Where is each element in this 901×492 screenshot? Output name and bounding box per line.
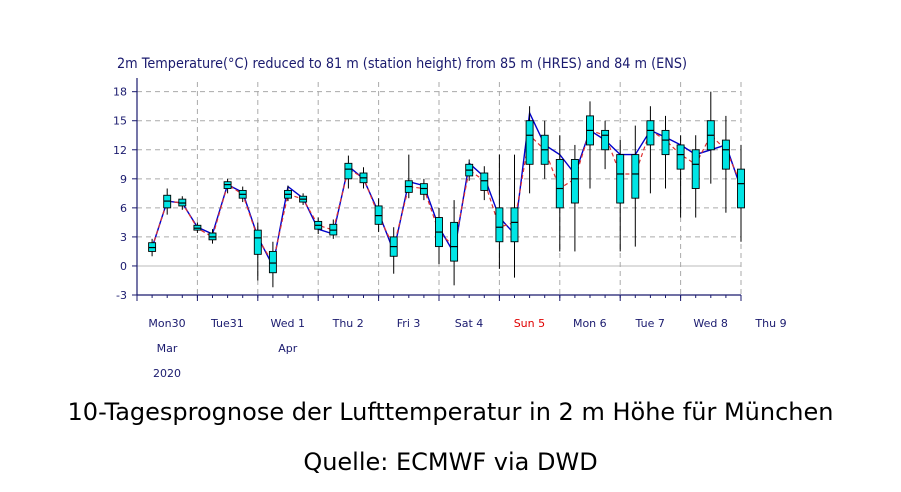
caption-title: 10-Tagesprognose der Lufttemperatur in 2… bbox=[67, 398, 834, 426]
ensemble-box bbox=[284, 185, 292, 202]
ensemble-box bbox=[646, 106, 655, 194]
ensemble-box bbox=[404, 154, 413, 199]
box-iqr bbox=[691, 149, 700, 189]
ensemble-box bbox=[193, 222, 202, 234]
axes: -3 0 3 6 9 12 15 18 Mon30 Mar 2020 Tue31 Wed 1 Apr Thu… bbox=[113, 78, 787, 380]
y-tick-label: 9 bbox=[120, 173, 127, 186]
ensemble-box bbox=[253, 222, 262, 281]
ensemble-box bbox=[510, 154, 519, 278]
ensemble-box bbox=[178, 196, 187, 210]
x-tick-label: Mar bbox=[157, 342, 178, 355]
ens-median-series bbox=[151, 129, 742, 265]
ensemble-box bbox=[299, 193, 308, 205]
box-iqr bbox=[268, 250, 277, 274]
y-tick-label: 0 bbox=[120, 260, 127, 273]
x-tick-label: Sun 5 bbox=[514, 317, 545, 330]
ensemble-box bbox=[465, 159, 474, 181]
ensemble-box bbox=[208, 229, 217, 244]
box-iqr bbox=[737, 168, 745, 209]
x-tick-label: Sat 4 bbox=[455, 317, 484, 330]
box-iqr bbox=[631, 154, 640, 199]
x-tick-label: Tue31 bbox=[210, 317, 244, 330]
caption-source: Quelle: ECMWF via DWD bbox=[303, 448, 598, 476]
box-iqr bbox=[510, 207, 519, 243]
ensemble-boxes bbox=[148, 91, 745, 288]
x-tick-label: Wed 1 bbox=[271, 317, 305, 330]
box-iqr bbox=[480, 172, 489, 191]
ensemble-box bbox=[238, 186, 247, 203]
box-iqr bbox=[570, 159, 579, 204]
ensemble-box bbox=[601, 120, 610, 170]
ensemble-box bbox=[223, 178, 232, 194]
box-iqr bbox=[253, 229, 262, 255]
ensemble-box bbox=[495, 154, 504, 269]
box-iqr bbox=[721, 139, 730, 170]
ensemble-box bbox=[314, 217, 323, 235]
y-tick-label: -3 bbox=[116, 289, 127, 302]
box-iqr bbox=[495, 207, 504, 243]
ensemble-box bbox=[419, 178, 428, 201]
ensemble-box bbox=[570, 144, 579, 252]
ensemble-box bbox=[706, 91, 715, 184]
y-tick-label: 6 bbox=[120, 202, 127, 215]
ensemble-box bbox=[676, 135, 685, 218]
box-iqr bbox=[616, 154, 625, 204]
x-tick-label: Mon30 bbox=[148, 317, 185, 330]
ensemble-box bbox=[661, 115, 670, 189]
x-tick-label: Mon 6 bbox=[573, 317, 607, 330]
x-tick-label: Thu 9 bbox=[754, 317, 786, 330]
ensemble-box bbox=[631, 125, 640, 247]
x-tick-label: 2020 bbox=[153, 367, 181, 380]
ensemble-box bbox=[691, 135, 700, 218]
y-tick-label: 12 bbox=[113, 144, 127, 157]
ensemble-box bbox=[435, 207, 443, 265]
y-tick-label: 15 bbox=[113, 115, 127, 128]
x-tick-label: Tue 7 bbox=[635, 317, 665, 330]
box-iqr bbox=[646, 120, 655, 146]
ensemble-box bbox=[616, 140, 625, 252]
box-iqr bbox=[344, 162, 353, 180]
box-iqr bbox=[661, 129, 670, 156]
ensemble-box bbox=[374, 198, 383, 233]
ens-median-line bbox=[151, 129, 742, 265]
forecast-chart: 2m Temperature(°C) reduced to 81 m (stat… bbox=[113, 56, 787, 380]
ensemble-box bbox=[480, 166, 489, 201]
ensemble-box bbox=[586, 101, 594, 189]
y-tick-label: 18 bbox=[113, 86, 127, 99]
ensemble-box bbox=[163, 188, 172, 215]
x-tick-label: Wed 8 bbox=[693, 317, 727, 330]
ensemble-box bbox=[148, 238, 157, 257]
x-tick-label: Thu 2 bbox=[332, 317, 364, 330]
x-tick-label: Fri 3 bbox=[397, 317, 421, 330]
x-tick-label: Apr bbox=[278, 342, 298, 355]
ensemble-box bbox=[540, 120, 549, 179]
chart-title: 2m Temperature(°C) reduced to 81 m (stat… bbox=[117, 56, 687, 72]
box-iqr bbox=[525, 120, 534, 165]
ensemble-box bbox=[359, 167, 368, 189]
box-iqr bbox=[450, 221, 459, 262]
ensemble-box bbox=[721, 115, 730, 213]
ensemble-box bbox=[329, 219, 338, 239]
box-iqr bbox=[676, 144, 685, 170]
ensemble-box bbox=[525, 106, 534, 194]
box-iqr bbox=[601, 129, 610, 151]
ensemble-box bbox=[344, 155, 353, 189]
ensemble-box bbox=[268, 241, 277, 288]
y-tick-label: 3 bbox=[120, 231, 127, 244]
ensemble-box bbox=[450, 200, 459, 286]
box-iqr bbox=[555, 159, 564, 209]
ensemble-box bbox=[555, 135, 564, 252]
ensemble-box bbox=[737, 144, 745, 242]
ensemble-box bbox=[389, 227, 398, 274]
